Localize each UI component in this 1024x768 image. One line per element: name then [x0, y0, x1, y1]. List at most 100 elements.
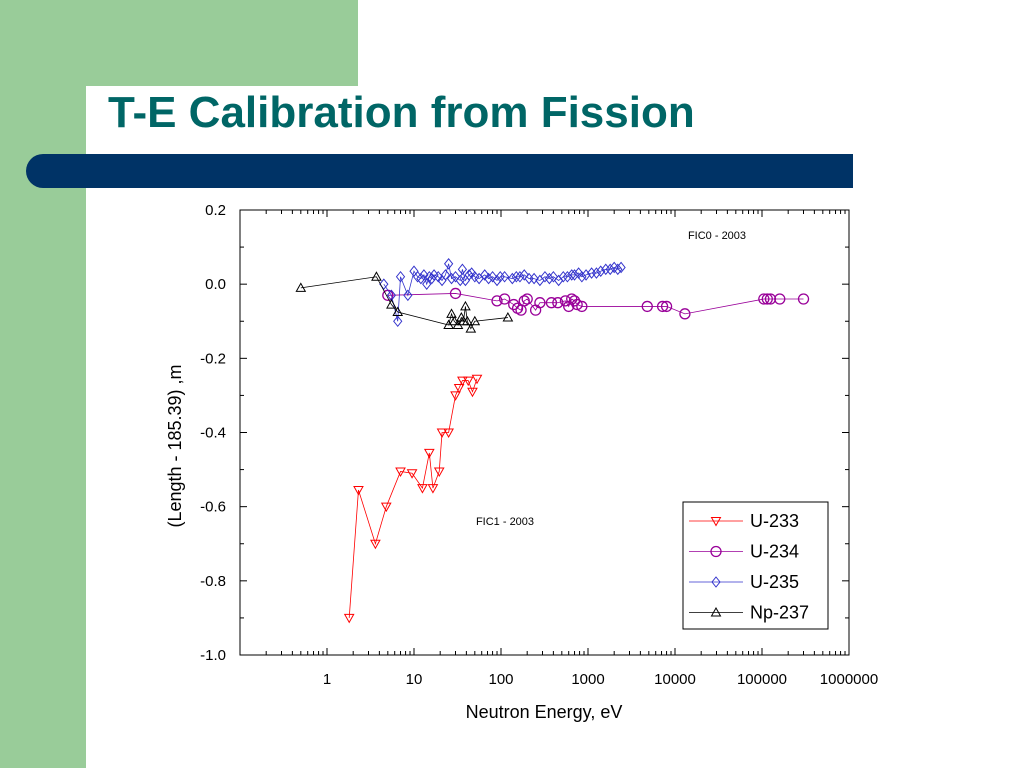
data-point-u-235: [422, 278, 432, 290]
legend: U-233 U-234 U-235 Np-237: [682, 501, 829, 630]
data-point-u-235: [605, 263, 615, 276]
data-point-np-237: [392, 306, 404, 316]
data-point-u-233: [395, 467, 406, 477]
data-point-u-235: [416, 272, 426, 285]
y-tick-labels: 0.2 0.0 -0.2 -0.4 -0.6 -0.8 -1.0: [200, 202, 226, 664]
data-point-u-235: [433, 270, 443, 283]
data-point-np-237: [295, 282, 307, 292]
data-point-u-235: [591, 267, 602, 279]
legend-marker: [710, 545, 722, 558]
data-point-u-235: [440, 269, 451, 281]
data-point-u-235: [544, 272, 555, 285]
y-tick-label: -0.4: [200, 425, 226, 442]
data-point-u-235: [548, 270, 559, 283]
data-point-u-234: [518, 295, 530, 307]
data-point-u-234: [761, 293, 773, 305]
series-layer: [295, 257, 810, 624]
data-point-u-235: [487, 270, 498, 283]
y-tick-label: -0.8: [200, 573, 226, 590]
data-point-np-237: [386, 299, 397, 309]
data-point-u-234: [552, 297, 564, 309]
data-point-u-235: [558, 270, 568, 283]
data-point-u-233: [380, 502, 392, 513]
data-point-np-237: [461, 315, 473, 326]
data-point-np-237: [502, 312, 514, 322]
data-point-u-233: [453, 384, 465, 394]
data-point-u-234: [576, 300, 588, 313]
data-point-u-235: [403, 289, 413, 302]
data-point-u-235: [529, 272, 539, 285]
y-axis-label: (Length - 185.39) ,m: [165, 364, 185, 527]
data-point-u-233: [417, 484, 428, 494]
data-point-u-234: [764, 293, 777, 305]
data-point-u-234: [545, 297, 558, 309]
legend-label: U-234: [750, 542, 799, 562]
x-tick-label: 1000000: [820, 671, 878, 688]
data-point-u-235: [596, 265, 606, 277]
data-point-u-233: [467, 387, 478, 398]
x-tick-label: 10000: [654, 671, 696, 688]
data-point-np-237: [371, 271, 382, 281]
x-tick-label: 100: [488, 671, 513, 688]
data-point-u-234: [449, 287, 462, 300]
data-point-u-233: [436, 428, 448, 439]
legend-label: Np-237: [750, 603, 809, 623]
data-point-u-235: [393, 315, 403, 328]
title-underline-bar: [26, 154, 853, 188]
data-point-np-237: [465, 323, 477, 333]
data-point-np-237: [460, 300, 471, 311]
data-point-u-233: [370, 539, 381, 550]
data-point-u-233: [423, 448, 435, 459]
legend-marker: [711, 576, 721, 588]
data-point-u-235: [581, 269, 591, 281]
legend-item-u-234: U-234: [689, 542, 799, 562]
data-point-u-234: [797, 293, 810, 305]
x-tick-label: 10: [406, 671, 423, 688]
data-point-u-235: [480, 269, 490, 281]
top-panel-green: [86, 0, 358, 86]
axis-ticks: [239, 209, 850, 656]
data-point-u-234: [534, 297, 546, 309]
data-point-u-233: [457, 376, 468, 387]
data-point-u-233: [471, 374, 483, 385]
data-point-u-235: [483, 272, 494, 285]
data-point-u-235: [616, 261, 626, 274]
x-tick-label: 100000: [737, 671, 787, 688]
legend-item-u-235: U-235: [689, 572, 799, 592]
y-tick-label: -1.0: [200, 647, 226, 664]
data-point-u-235: [419, 269, 429, 281]
data-point-u-235: [457, 263, 468, 276]
data-point-u-234: [571, 298, 583, 311]
y-tick-label: 0.2: [205, 202, 226, 219]
x-tick-labels: 1 10 100 1000 10000 100000 1000000: [323, 671, 878, 688]
series-u-234: [382, 287, 810, 320]
data-point-u-233: [353, 485, 364, 496]
data-point-u-233: [406, 469, 418, 479]
data-point-u-235: [601, 263, 611, 276]
data-point-u-235: [613, 263, 623, 276]
legend-label: U-233: [750, 511, 799, 531]
slide-title: T-E Calibration from Fission: [108, 88, 695, 137]
data-point-u-235: [507, 272, 517, 285]
legend-marker: [710, 517, 722, 527]
data-point-u-233: [443, 428, 454, 439]
data-point-u-233: [462, 376, 474, 387]
data-point-u-233: [427, 484, 439, 494]
data-point-u-234: [774, 293, 786, 305]
y-tick-label: 0.0: [205, 276, 226, 293]
data-point-np-237: [469, 315, 481, 326]
data-point-u-234: [641, 300, 653, 313]
series-line-u-234: [387, 293, 804, 315]
legend-marker: [710, 606, 722, 617]
data-point-u-234: [656, 300, 669, 313]
data-point-u-235: [569, 269, 580, 281]
data-point-u-234: [758, 293, 770, 305]
data-point-u-235: [379, 278, 389, 290]
x-axis-label: Neutron Energy, eV: [466, 702, 623, 722]
series-u-233: [343, 374, 483, 624]
data-point-u-235: [395, 270, 406, 283]
data-point-u-235: [495, 270, 505, 283]
data-point-u-234: [660, 300, 673, 313]
data-point-u-235: [511, 270, 521, 283]
